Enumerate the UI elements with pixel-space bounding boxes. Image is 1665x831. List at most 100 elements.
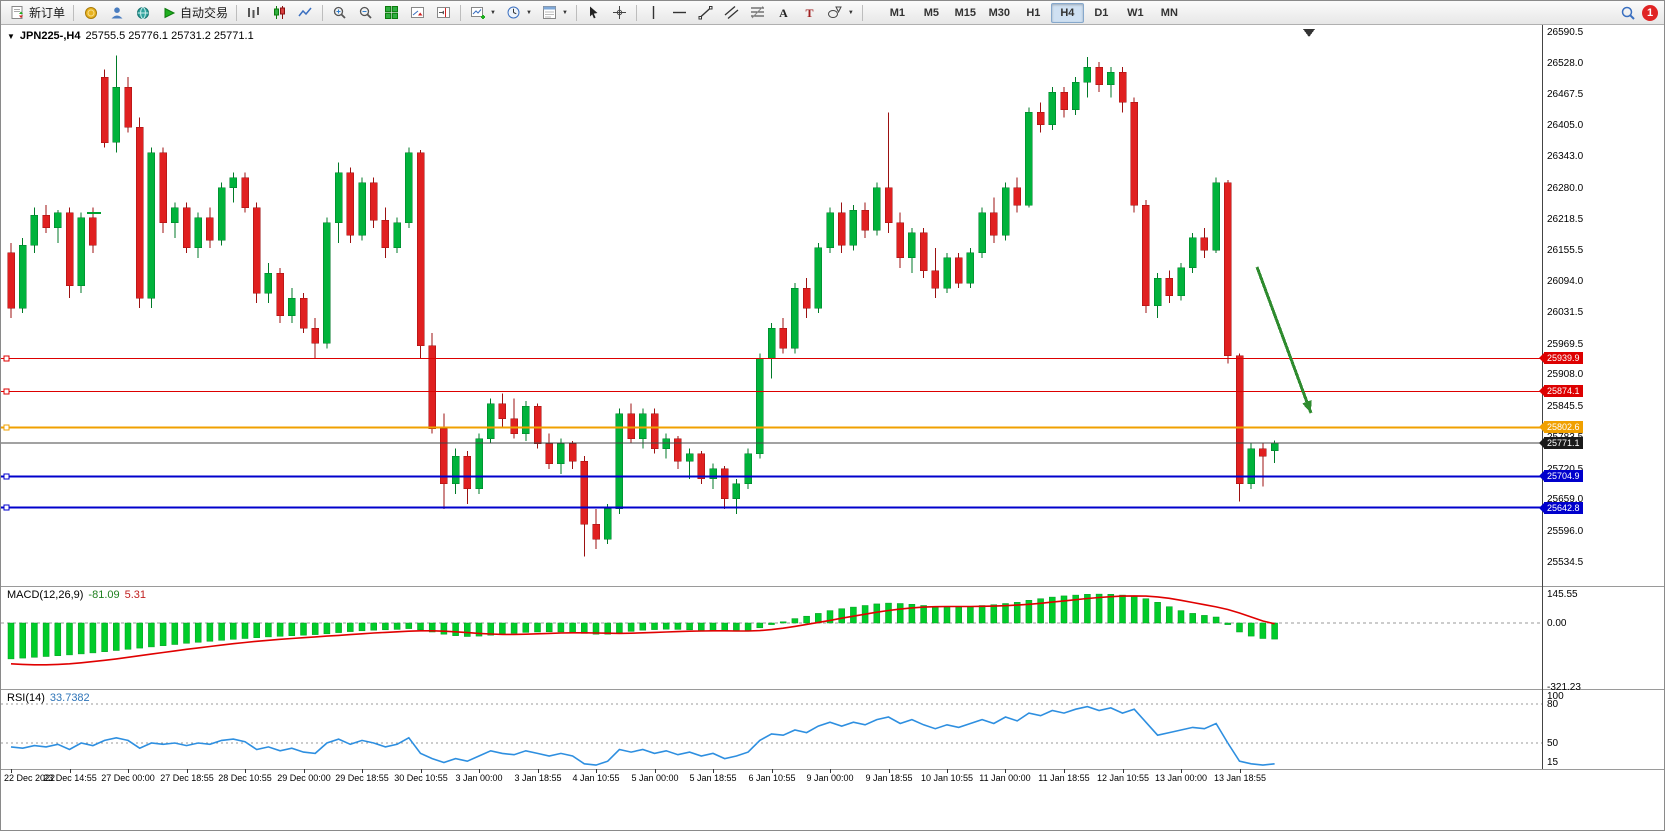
text-tool-button[interactable]: A [771, 2, 796, 24]
price-axis-label: 26467.5 [1547, 89, 1584, 100]
hline-handle[interactable] [3, 473, 10, 480]
time-axis-tick [772, 769, 773, 773]
tab-timeframe-MN[interactable]: MN [1160, 6, 1178, 19]
trend-arrow-annotation[interactable] [1255, 266, 1313, 414]
time-axis-label: 11 Jan 00:00 [979, 773, 1031, 783]
time-axis-divider [1, 769, 1664, 770]
candlestick-chart-button[interactable] [267, 2, 292, 24]
price-axis-label: 25596.0 [1547, 526, 1584, 537]
macd-axis-label: -321.23 [1547, 682, 1581, 693]
tab-timeframe-M30[interactable]: M30 [988, 6, 1011, 19]
hline-handle[interactable] [3, 355, 10, 362]
rsi-chart-canvas[interactable] [1, 689, 1542, 769]
panel-divider[interactable] [1, 586, 1664, 587]
time-axis-tick [1181, 769, 1182, 773]
hline-handle[interactable] [3, 424, 10, 431]
line-chart-button[interactable] [293, 2, 318, 24]
auto-scroll-button[interactable] [405, 2, 430, 24]
template-icon [541, 5, 558, 21]
zoom-out-button[interactable] [353, 2, 378, 24]
cursor-tool-button[interactable] [581, 2, 606, 24]
macd-chart-canvas[interactable] [1, 586, 1542, 689]
tab-timeframe-M1[interactable]: M1 [889, 6, 905, 19]
rsi-axis-label: 100 [1547, 691, 1564, 702]
auto-trading-button[interactable]: 自动交易 [156, 2, 232, 24]
time-axis-label: 12 Jan 10:55 [1096, 773, 1150, 783]
tile-windows-button[interactable] [379, 2, 404, 24]
hline-handle[interactable] [3, 388, 10, 395]
tab-timeframe-M15[interactable]: M15 [954, 6, 977, 19]
rsi-axis-label: 80 [1547, 699, 1559, 710]
chevron-down-icon: ▼ [525, 9, 532, 16]
candlestick-chart-icon [271, 5, 288, 21]
zoom-in-icon [331, 5, 348, 21]
toolbar-separator [73, 4, 75, 21]
time-axis-tick [889, 769, 890, 773]
fibonacci-tool-button[interactable] [745, 2, 770, 24]
panel-divider[interactable] [1, 689, 1664, 690]
price-axis-label: 26031.5 [1547, 307, 1584, 318]
chart-shift-button[interactable] [431, 2, 456, 24]
community-button[interactable] [130, 2, 155, 24]
time-axis-label: 23 Dec 14:55 [43, 773, 97, 783]
ohlc-values: 25755.5 25776.1 25731.2 25771.1 [85, 30, 254, 42]
grid-windows-icon [383, 5, 400, 21]
price-axis-label: 26218.5 [1547, 214, 1584, 225]
hline-handle[interactable] [3, 504, 10, 511]
time-axis-label: 3 Jan 18:55 [514, 773, 562, 783]
template-button[interactable]: ▼ [537, 2, 572, 24]
toolbar-separator [460, 4, 462, 21]
label-icon: T [801, 5, 818, 21]
bar-chart-button[interactable] [241, 2, 266, 24]
rsi-axis-label: 50 [1547, 738, 1559, 749]
new-chart-button[interactable]: ▼ [465, 2, 500, 24]
time-axis-tick [596, 769, 597, 773]
rsi-indicator-label: RSI(14) 33.7382 [7, 692, 90, 704]
fibonacci-icon [749, 5, 766, 21]
price-tag-notch [1539, 386, 1544, 396]
tab-timeframe-D1[interactable]: D1 [1094, 6, 1109, 19]
rsi-value: 33.7382 [49, 692, 90, 704]
clock-icon [505, 5, 522, 21]
search-icon[interactable] [1619, 5, 1636, 21]
accounts-button[interactable] [104, 2, 129, 24]
bar-chart-icon [245, 5, 262, 21]
price-tag-notch [1539, 353, 1544, 363]
market-watch-button[interactable] [78, 2, 103, 24]
main-toolbar: 新订单 自动交易 [1, 1, 1664, 25]
trendline-icon [697, 5, 714, 21]
zoom-in-button[interactable] [327, 2, 352, 24]
period-button[interactable]: ▼ [501, 2, 536, 24]
tab-timeframe-W1[interactable]: W1 [1127, 6, 1144, 19]
new-order-button[interactable]: 新订单 [5, 2, 69, 24]
time-axis-label: 10 Jan 10:55 [920, 773, 974, 783]
macd-signal-line [10, 595, 1275, 666]
time-axis-tick [245, 769, 246, 773]
tab-timeframe-M5[interactable]: M5 [923, 6, 939, 19]
text-label-tool-button[interactable]: T [797, 2, 822, 24]
trendline-tool-button[interactable] [693, 2, 718, 24]
tab-timeframe-H4[interactable]: H4 [1050, 2, 1084, 23]
scroll-end-marker [1303, 29, 1315, 37]
shapes-tool-button[interactable]: ▼ [823, 2, 858, 24]
time-axis-tick [11, 769, 12, 773]
channel-tool-button[interactable] [719, 2, 744, 24]
time-axis-label: 28 Dec 10:55 [218, 773, 272, 783]
horizontal-line-tool-button[interactable] [667, 2, 692, 24]
price-tag-notch [1539, 438, 1544, 448]
notification-badge[interactable]: 1 [1642, 4, 1658, 21]
price-tag-notch [1539, 471, 1544, 481]
crosshair-tool-button[interactable] [607, 2, 632, 24]
price-tag-notch [1539, 422, 1544, 432]
time-axis-label: 5 Jan 18:55 [689, 773, 737, 783]
candlestick-chart-canvas[interactable] [1, 25, 1542, 586]
horizontal-line-icon [671, 5, 688, 21]
tab-timeframe-H1[interactable]: H1 [1026, 6, 1041, 19]
vertical-line-tool-button[interactable] [641, 2, 666, 24]
time-axis-label: 9 Jan 00:00 [806, 773, 854, 783]
price-tag: 25874.1 [1539, 385, 1583, 397]
time-axis-tick [1005, 769, 1006, 773]
shapes-icon [827, 5, 844, 21]
price-tag: 25642.8 [1539, 502, 1583, 514]
